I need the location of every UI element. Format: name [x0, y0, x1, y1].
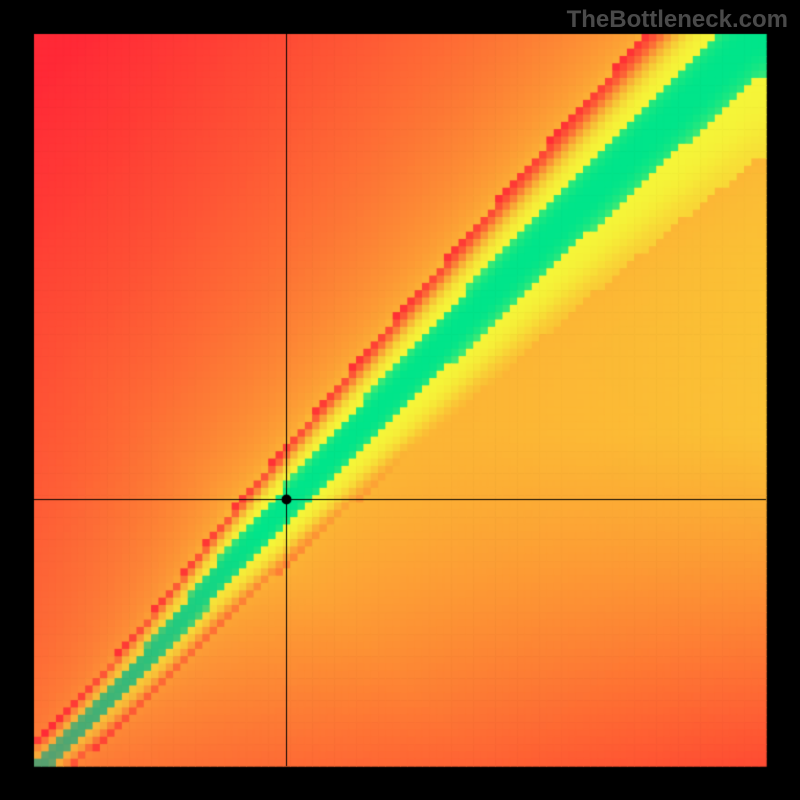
chart-container: TheBottleneck.com	[0, 0, 800, 800]
heatmap-canvas	[0, 0, 800, 800]
watermark-text: TheBottleneck.com	[567, 6, 788, 34]
